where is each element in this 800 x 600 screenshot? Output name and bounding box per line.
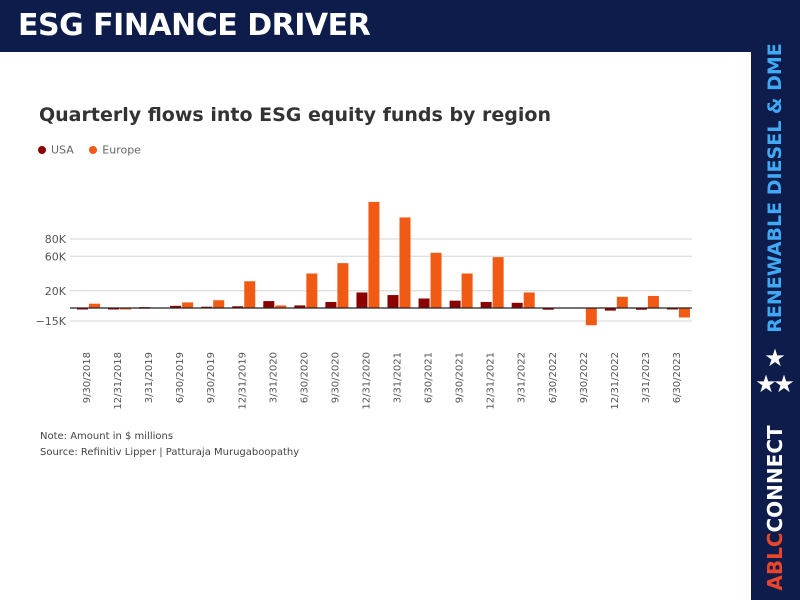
bar-europe <box>585 308 597 326</box>
legend-swatch-usa <box>38 146 46 154</box>
side-bar <box>751 0 800 600</box>
x-tick-label: 6/30/2020 <box>299 352 310 403</box>
legend-item-usa: USA <box>38 143 74 157</box>
legend-item-europe: Europe <box>89 143 141 157</box>
bar-europe <box>275 305 287 308</box>
x-tick-label: 12/31/2021 <box>486 352 497 410</box>
banner-title: ESG FINANCE DRIVER <box>18 8 371 43</box>
bar-europe <box>337 263 349 308</box>
bar-usa <box>325 301 337 308</box>
bar-europe <box>399 217 411 308</box>
bar-usa <box>387 295 399 308</box>
bar-europe <box>523 292 535 308</box>
y-tick-label: 80K <box>45 233 67 246</box>
bar-usa <box>480 301 492 308</box>
bar-europe <box>647 295 659 308</box>
bar-europe <box>461 273 473 308</box>
x-tick-label: 12/31/2018 <box>113 352 124 410</box>
bar-usa <box>263 301 275 308</box>
x-tick-label: 3/31/2023 <box>641 352 652 403</box>
y-tick-label: 60K <box>45 250 67 263</box>
x-tick-label: 12/31/2019 <box>237 352 248 410</box>
bar-usa <box>604 308 616 311</box>
chart-legend: USA Europe <box>38 143 153 157</box>
bar-europe <box>89 303 100 308</box>
y-tick-label: −15K <box>36 315 67 328</box>
bar-europe <box>213 300 225 308</box>
legend-swatch-europe <box>89 146 98 154</box>
x-tick-label: 9/30/2022 <box>579 352 590 403</box>
bar-europe <box>368 201 380 308</box>
bar-usa <box>511 302 523 308</box>
x-tick-label: 3/31/2021 <box>393 352 404 403</box>
bar-usa <box>108 308 120 310</box>
x-tick-label: 3/31/2022 <box>517 352 528 403</box>
bar-usa <box>542 308 554 310</box>
x-tick-label: 6/30/2022 <box>548 352 559 403</box>
x-tick-label: 9/30/2018 <box>82 352 93 403</box>
bar-europe <box>244 281 256 308</box>
legend-label-europe: Europe <box>102 143 141 157</box>
chart-source: Source: Refinitiv Lipper | Patturaja Mur… <box>40 447 300 458</box>
y-tick-label: 20K <box>45 285 67 298</box>
bar-europe <box>120 308 132 310</box>
x-tick-label: 6/30/2021 <box>424 352 435 403</box>
bar-usa <box>449 300 461 308</box>
star-icon: ★ <box>755 370 777 398</box>
x-tick-label: 9/30/2019 <box>206 352 217 403</box>
legend-label-usa: USA <box>51 143 74 157</box>
bar-usa <box>635 308 647 310</box>
x-tick-label: 9/30/2020 <box>330 352 341 403</box>
x-tick-label: 6/30/2019 <box>175 352 186 403</box>
chart-note: Note: Amount in $ millions <box>40 431 174 442</box>
bar-europe <box>678 308 690 318</box>
bar-usa <box>356 292 368 308</box>
star-icon: ★ <box>764 344 786 372</box>
bar-europe <box>492 257 504 308</box>
chart-title: Quarterly flows into ESG equity funds by… <box>39 104 551 126</box>
top-banner: ESG FINANCE DRIVER <box>0 0 800 52</box>
x-tick-label: 12/31/2022 <box>610 352 621 410</box>
x-tick-label: 3/31/2020 <box>268 352 279 403</box>
bar-europe <box>616 296 628 308</box>
bar-usa <box>666 308 678 310</box>
x-tick-label: 3/31/2019 <box>144 352 155 403</box>
bar-usa <box>294 305 306 308</box>
x-tick-label: 9/30/2021 <box>455 352 466 403</box>
bar-usa <box>418 298 430 308</box>
x-tick-label: 6/30/2023 <box>672 352 683 403</box>
x-tick-label: 12/31/2020 <box>361 352 372 410</box>
bar-europe <box>430 252 442 308</box>
bar-usa <box>170 305 182 308</box>
bar-usa <box>77 308 88 310</box>
bar-usa <box>232 306 244 308</box>
bar-europe <box>306 273 318 308</box>
bar-europe <box>182 302 194 308</box>
star-icon: ★ <box>773 370 795 398</box>
